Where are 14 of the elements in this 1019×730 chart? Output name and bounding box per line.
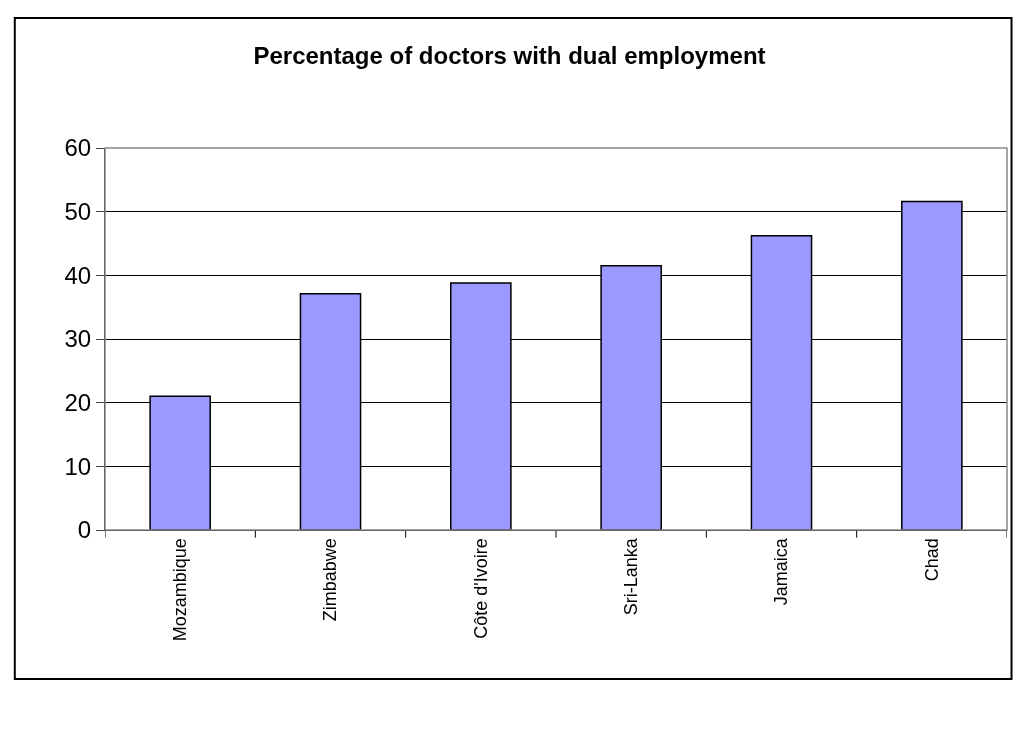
x-tick-label: Côte d'Ivoire — [470, 538, 491, 639]
x-tick-label: Chad — [921, 538, 942, 582]
chart-title: Percentage of doctors with dual employment — [253, 42, 766, 70]
y-tick-label: 20 — [64, 389, 92, 417]
y-tick-label: 60 — [64, 134, 92, 162]
y-tick-label: 40 — [64, 261, 92, 289]
y-tick-label: 10 — [64, 452, 92, 480]
y-tick-label: 30 — [64, 325, 92, 353]
x-tick-label: Jamaica — [771, 537, 792, 606]
y-tick-label: 50 — [64, 198, 92, 226]
y-tick-label: 0 — [77, 516, 92, 544]
x-tick-label: Zimbabwe — [320, 538, 341, 622]
x-tick-label: Mozambique — [170, 538, 191, 642]
x-tick-label: Sri-Lanka — [621, 537, 642, 616]
